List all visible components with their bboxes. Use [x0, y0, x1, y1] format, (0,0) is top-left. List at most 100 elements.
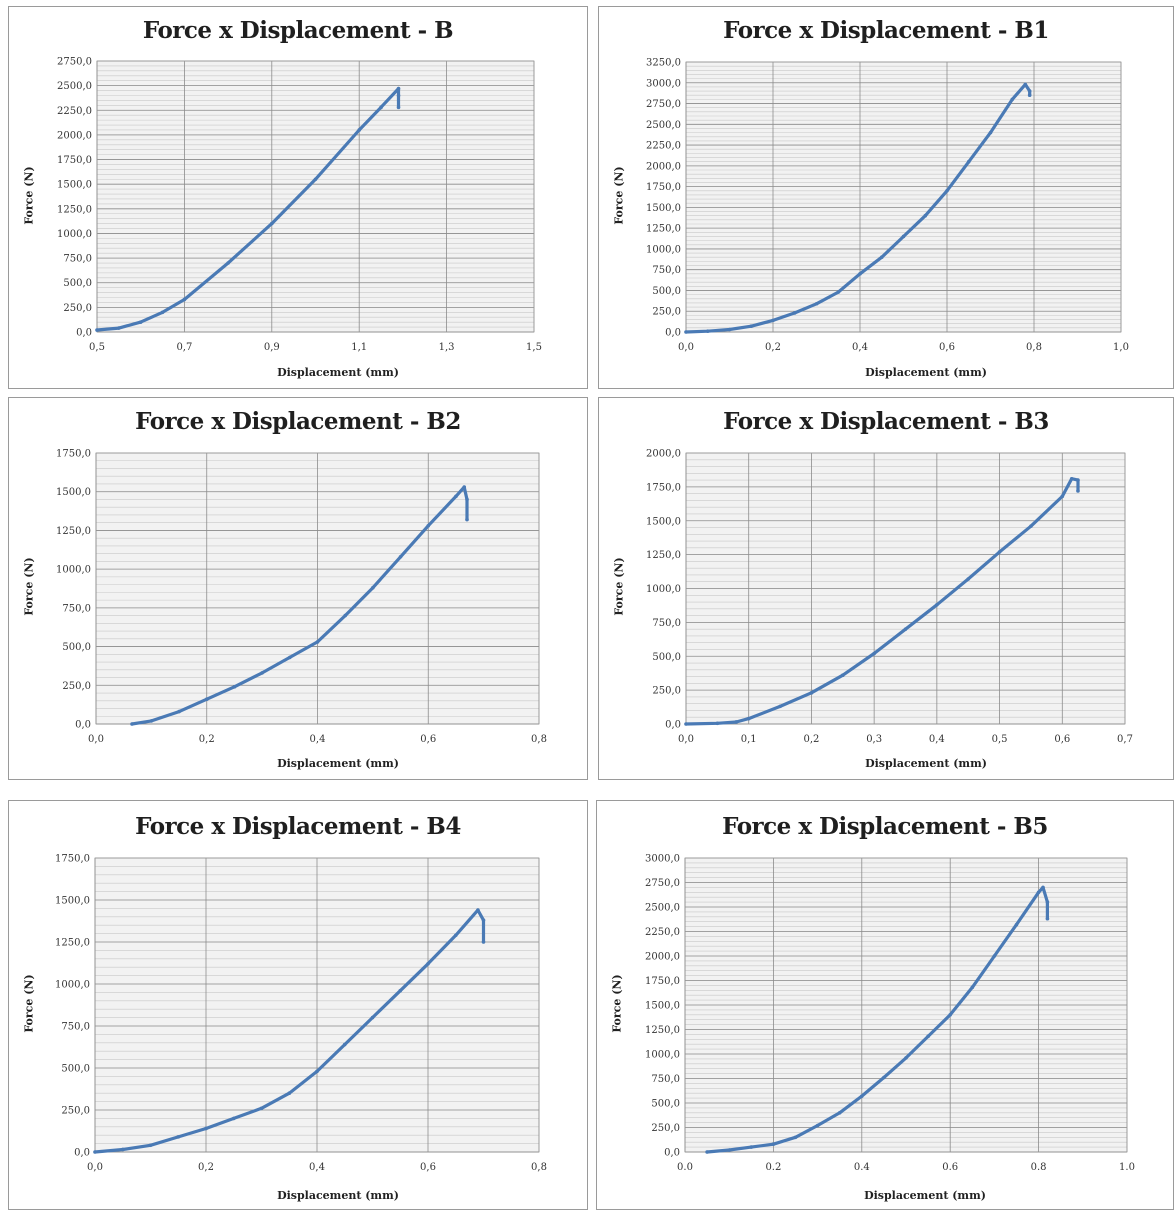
data-point — [926, 1034, 930, 1039]
chart-panel-b3: Force x Displacement - B3 0,0 250,0 500,0 7… — [598, 397, 1174, 780]
y-tick-label: 500,0 — [63, 278, 92, 289]
data-point — [903, 627, 908, 631]
plot-border — [95, 452, 540, 725]
y-tick-label: 2250,0 — [646, 141, 681, 152]
data-point — [270, 221, 274, 226]
x-axis-label: Displacement (mm) — [277, 1189, 399, 1202]
y-tick-label: 1250,0 — [57, 204, 92, 215]
y-tick-label: 1500,0 — [646, 516, 681, 527]
data-point — [396, 105, 401, 110]
x-tick-label: 0,4 — [309, 1162, 325, 1173]
chart-title: Force x Displacement - B5 — [722, 813, 1048, 840]
data-point — [872, 651, 876, 656]
data-point — [727, 1148, 731, 1152]
y-tick-label: 1250,0 — [646, 224, 681, 235]
y-tick-label: 2250,0 — [57, 106, 92, 117]
data-point — [715, 721, 720, 726]
data-point — [1045, 900, 1050, 904]
x-tick-label: 0,7 — [1117, 734, 1133, 745]
x-tick-label: 0,1 — [741, 734, 757, 745]
data-point — [396, 86, 401, 91]
data-point — [481, 940, 486, 944]
chart-panel-b1: Force x Displacement - B1 0,0 250,0 500,0 7… — [598, 6, 1174, 389]
data-point — [809, 691, 814, 695]
y-tick-label: 2000,0 — [646, 449, 681, 460]
y-tick-label: 1000,0 — [55, 980, 90, 991]
data-point — [684, 722, 688, 726]
data-point — [120, 1147, 125, 1152]
data-point — [259, 1106, 264, 1111]
data-point — [1010, 97, 1015, 102]
plot-border — [685, 452, 1126, 725]
data-point — [160, 310, 165, 315]
data-point — [997, 550, 1002, 554]
data-point — [204, 697, 209, 702]
y-tick-label: 750,0 — [652, 265, 681, 276]
y-tick-label: 500,0 — [652, 652, 681, 663]
data-point — [1027, 93, 1032, 98]
x-tick-label: 0,8 — [531, 1162, 547, 1173]
plot-border — [94, 857, 540, 1153]
x-tick-label: 0,0 — [87, 1162, 103, 1173]
y-axis-label: Force (N) — [612, 166, 626, 225]
data-point — [860, 1094, 864, 1098]
y-tick-label: 0,0 — [74, 1148, 90, 1159]
plot-border — [96, 60, 535, 333]
chart-title: Force x Displacement - B1 — [723, 17, 1049, 44]
data-point — [426, 523, 431, 528]
x-tick-label: 1,0 — [1113, 342, 1129, 353]
x-tick-label: 0,8 — [1026, 342, 1042, 353]
x-tick-label: 1,3 — [439, 342, 455, 353]
y-tick-label: 250,0 — [652, 686, 681, 697]
y-tick-label: 3000,0 — [646, 78, 681, 89]
chart-panel-b: Force x Displacement - B 0,0 250,0 500,0 75… — [8, 6, 588, 389]
y-tick-label: 1750,0 — [645, 976, 680, 987]
y-tick-label: 2000,0 — [646, 161, 681, 172]
y-tick-label: 2500,0 — [646, 120, 681, 131]
y-tick-label: 1750,0 — [646, 182, 681, 193]
data-point — [342, 1042, 347, 1047]
chart-panel-b5: Force x Displacement - B5 0,0 250,0 500,0 7… — [596, 800, 1174, 1210]
x-tick-label: 0,2 — [765, 342, 781, 353]
y-tick-label: 2250,0 — [645, 927, 680, 938]
x-tick-label: 0,0 — [678, 734, 694, 745]
y-tick-label: 1500,0 — [56, 487, 91, 498]
series-line — [130, 485, 469, 726]
y-tick-label: 500,0 — [651, 1099, 680, 1110]
data-point — [371, 585, 375, 590]
y-tick-label: 1000,0 — [57, 229, 92, 240]
y-tick-label: 750,0 — [62, 603, 91, 614]
data-point — [315, 1069, 319, 1074]
x-axis-label: Displacement (mm) — [865, 366, 987, 379]
y-tick-label: 3250,0 — [646, 58, 681, 69]
data-point — [705, 329, 710, 333]
data-point — [992, 954, 997, 958]
chart-plot: 0,0 250,0 500,0 750,0 1000,0 1250,0 1500,0 1750… — [645, 854, 1135, 1174]
data-point — [836, 290, 841, 294]
x-tick-label: 0,9 — [264, 342, 280, 353]
data-point — [882, 1075, 886, 1080]
y-tick-label: 2750,0 — [645, 878, 680, 889]
y-tick-label: 1250,0 — [645, 1025, 680, 1036]
y-tick-label: 1500,0 — [57, 180, 92, 191]
x-tick-label: 1,5 — [526, 342, 542, 353]
data-point — [148, 1143, 153, 1148]
y-tick-label: 0,0 — [75, 720, 91, 731]
data-point — [462, 485, 467, 489]
chart-panel-b4: Force x Displacement - B4 0,0 250,0 500,0 7… — [8, 800, 588, 1210]
data-point — [1014, 922, 1019, 927]
data-point — [182, 297, 187, 302]
y-axis-label: Force (N) — [22, 974, 36, 1033]
data-point — [814, 301, 819, 306]
chart-title: Force x Displacement - B2 — [135, 408, 461, 435]
data-point — [176, 1135, 181, 1139]
data-point — [879, 255, 884, 260]
data-point — [792, 311, 797, 315]
x-tick-label: 0,6 — [420, 734, 436, 745]
y-tick-label: 2750,0 — [646, 99, 681, 110]
y-tick-label: 250,0 — [61, 1106, 90, 1117]
data-point — [727, 327, 732, 332]
y-tick-label: 750,0 — [63, 254, 92, 265]
data-point — [684, 330, 688, 334]
data-point — [771, 1142, 776, 1146]
